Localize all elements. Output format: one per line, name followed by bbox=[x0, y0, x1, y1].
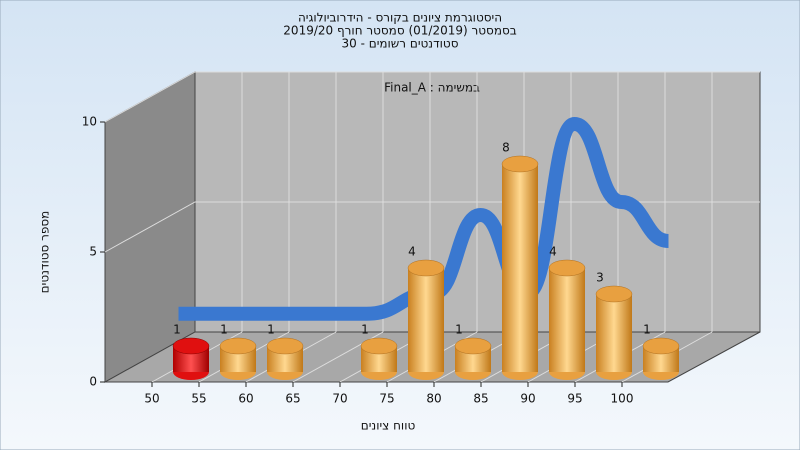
bar bbox=[502, 164, 538, 372]
grid-line bbox=[104, 71, 760, 123]
bar-top bbox=[407, 259, 445, 277]
bar-top bbox=[548, 259, 586, 277]
bar-top bbox=[501, 155, 539, 173]
x-tick-label: 95 bbox=[567, 392, 582, 406]
x-axis-label: טווח ציונים bbox=[361, 419, 416, 433]
x-tick-label: 70 bbox=[332, 392, 347, 406]
bar-top bbox=[595, 285, 633, 303]
value-label: 1 bbox=[267, 323, 275, 337]
x-tick-label: 65 bbox=[285, 392, 300, 406]
annotation: Final_A : במשימה bbox=[384, 81, 480, 95]
value-label: 1 bbox=[455, 323, 463, 337]
bar-top bbox=[642, 337, 680, 355]
x-tick-label: 90 bbox=[520, 392, 535, 406]
bar bbox=[596, 294, 632, 372]
x-tick-label: 80 bbox=[426, 392, 441, 406]
title-line: סטודנטים רשומים - 30 bbox=[341, 37, 458, 51]
x-tick-label: 55 bbox=[191, 392, 206, 406]
titles: היסטוגרמת ציונים בקורס - הידרוביולוגיה ב… bbox=[283, 11, 516, 51]
value-label: 1 bbox=[361, 323, 369, 337]
value-label: 4 bbox=[549, 245, 557, 259]
value-label: 1 bbox=[643, 323, 651, 337]
x-tick-label: 85 bbox=[473, 392, 488, 406]
title-line: היסטוגרמת ציונים בקורס - הידרוביולוגיה bbox=[298, 11, 502, 25]
x-tick-label: 50 bbox=[144, 392, 159, 406]
bar-top bbox=[454, 337, 492, 355]
value-label: 1 bbox=[220, 323, 228, 337]
bar bbox=[408, 268, 444, 372]
value-label: 3 bbox=[596, 271, 604, 285]
grid-line bbox=[104, 201, 760, 253]
bar-top bbox=[360, 337, 398, 355]
bar-top bbox=[266, 337, 304, 355]
bar-top bbox=[219, 337, 257, 355]
x-tick-label: 100 bbox=[611, 392, 634, 406]
x-tick-label: 75 bbox=[379, 392, 394, 406]
y-tick-label: 0 bbox=[89, 375, 97, 389]
bar-top bbox=[172, 337, 210, 355]
value-label: 1 bbox=[173, 323, 181, 337]
curve bbox=[178, 116, 670, 321]
y-tick-label: 10 bbox=[82, 115, 97, 129]
x-tick-label: 60 bbox=[238, 392, 253, 406]
title-line: בסמסטר (01/2019) סמסטר חורף 2019/20 bbox=[283, 24, 516, 38]
y-tick-label: 5 bbox=[89, 245, 97, 259]
value-label: 4 bbox=[408, 245, 416, 259]
bar bbox=[549, 268, 585, 372]
y-axis-label: מספר סטודנטים bbox=[38, 211, 52, 294]
value-label: 8 bbox=[502, 141, 510, 155]
